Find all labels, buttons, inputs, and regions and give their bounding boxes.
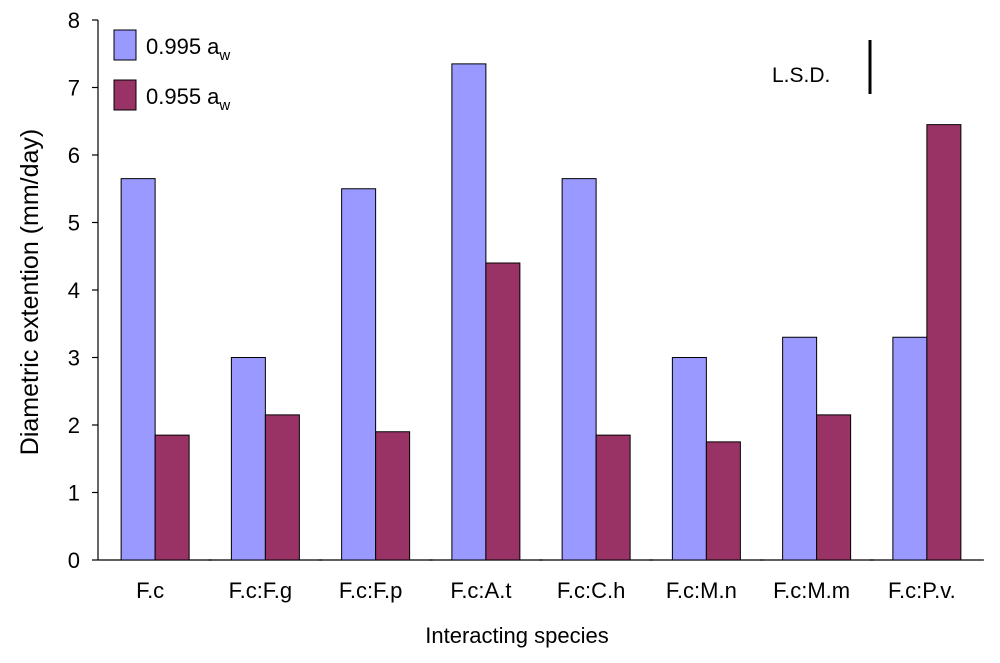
y-tick-label: 7 bbox=[68, 76, 80, 101]
bar-series-2 bbox=[816, 414, 852, 561]
x-tick-label: F.c:C.h bbox=[557, 578, 625, 603]
legend-swatch bbox=[113, 79, 137, 111]
x-tick-label: F.c:M.m bbox=[773, 578, 850, 603]
bar-series-1 bbox=[561, 178, 597, 561]
bar-series-1 bbox=[451, 63, 487, 561]
bar-series-2 bbox=[154, 434, 190, 561]
y-axis-title: Diametric extention (mm/day) bbox=[16, 129, 44, 455]
x-tick-label: F.c:M.n bbox=[666, 578, 737, 603]
bar-series-1 bbox=[892, 336, 928, 561]
bar-series-2 bbox=[595, 434, 631, 561]
y-tick-label: 5 bbox=[68, 211, 80, 236]
bars bbox=[120, 63, 962, 561]
legend: 0.995 aw 0.955 aw bbox=[113, 29, 230, 114]
legend-label: 0.955 aw bbox=[146, 84, 230, 114]
bar-series-1 bbox=[230, 357, 266, 561]
bar-series-1 bbox=[120, 178, 156, 561]
legend-swatch bbox=[113, 29, 137, 61]
bar-series-2 bbox=[264, 414, 300, 561]
bar-series-1 bbox=[782, 336, 818, 561]
x-axis-title: Interacting species bbox=[425, 623, 608, 648]
x-tick-label: F.c bbox=[136, 578, 164, 603]
bar-series-2 bbox=[926, 124, 962, 561]
x-tick-label: F.c:P.v. bbox=[888, 578, 956, 603]
x-tick-labels: F.c F.c:F.g F.c:F.p F.c:A.t F.c:C.h F.c:M.n F.… bbox=[136, 578, 956, 603]
y-tick-label: 6 bbox=[68, 143, 80, 168]
lsd-annotation: L.S.D. bbox=[772, 40, 872, 94]
bar-series-2 bbox=[485, 262, 521, 561]
bar-series-2 bbox=[375, 431, 411, 561]
lsd-label: L.S.D. bbox=[772, 64, 830, 87]
y-tick-label: 8 bbox=[68, 8, 80, 33]
bar-series-1 bbox=[671, 357, 707, 561]
y-tick-label: 3 bbox=[68, 346, 80, 371]
x-tick-label: F.c:F.p bbox=[339, 578, 403, 603]
bar-series-2 bbox=[705, 441, 741, 561]
x-tick-label: F.c:F.g bbox=[229, 578, 293, 603]
y-tick-label: 4 bbox=[68, 278, 80, 303]
x-tick-label: F.c:A.t bbox=[450, 578, 511, 603]
y-ticks: 0 1 2 3 4 5 6 7 8 bbox=[68, 8, 98, 573]
legend-label: 0.995 aw bbox=[146, 34, 230, 64]
bar-series-1 bbox=[341, 188, 377, 561]
y-tick-label: 2 bbox=[68, 413, 80, 438]
y-tick-label: 0 bbox=[68, 548, 80, 573]
y-tick-label: 1 bbox=[68, 481, 80, 506]
